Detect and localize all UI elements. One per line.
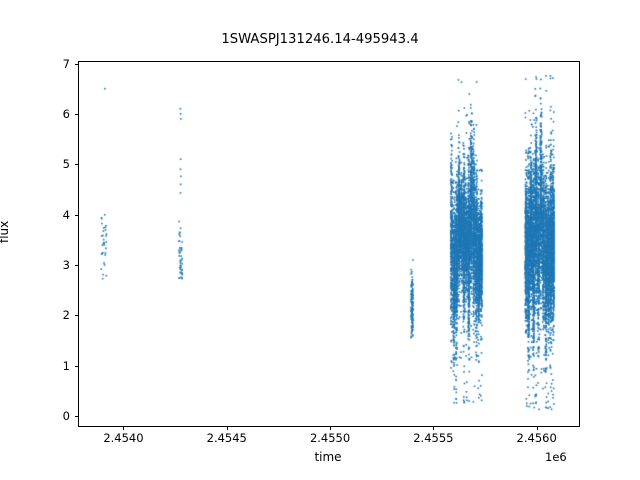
y-tick-label: 1	[62, 358, 70, 373]
y-tick-mark	[74, 214, 78, 216]
y-tick-label: 5	[62, 157, 70, 172]
x-tick-mark	[123, 426, 125, 430]
plot-axes-frame	[78, 61, 580, 427]
x-tick-label: 2.4555	[413, 431, 454, 445]
y-tick-mark	[74, 164, 78, 166]
x-tick-mark	[433, 426, 435, 430]
chart-title: 1SWASPJ131246.14-495943.4	[221, 32, 419, 47]
x-axis-label: time	[314, 450, 342, 464]
x-axis-offset-text: 1e6	[545, 450, 567, 464]
y-tick-label: 3	[62, 257, 70, 272]
y-tick-mark	[74, 315, 78, 317]
y-tick-mark	[74, 264, 78, 266]
y-tick-mark	[74, 63, 78, 65]
x-tick-label: 2.4545	[206, 431, 247, 445]
y-axis-label: flux	[0, 220, 11, 243]
y-tick-mark	[74, 415, 78, 417]
y-tick-mark	[74, 113, 78, 115]
y-tick-label: 7	[62, 56, 70, 71]
x-tick-mark	[330, 426, 332, 430]
x-tick-mark	[226, 426, 228, 430]
x-tick-label: 2.4560	[516, 431, 557, 445]
y-tick-label: 0	[62, 408, 70, 423]
y-tick-label: 6	[62, 106, 70, 121]
y-tick-label: 4	[62, 207, 70, 222]
x-tick-label: 2.4550	[309, 431, 351, 445]
x-tick-label: 2.4540	[103, 431, 144, 445]
scatter-data-layer	[79, 62, 579, 426]
y-tick-label: 2	[62, 308, 70, 323]
x-tick-mark	[536, 426, 538, 430]
y-tick-mark	[74, 365, 78, 367]
